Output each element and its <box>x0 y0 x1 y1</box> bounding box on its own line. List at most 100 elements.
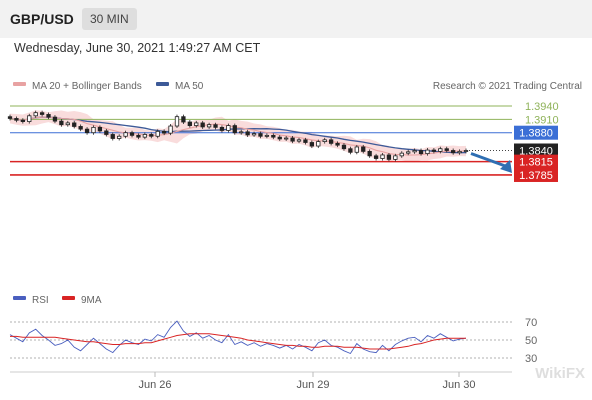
candle-body <box>142 134 148 138</box>
support-label-box <box>514 154 558 169</box>
support-label: 1.3815 <box>519 157 553 169</box>
last_price-label-box <box>514 143 558 158</box>
ma50-legend-label: MA 50 <box>175 81 204 92</box>
candle-body <box>431 149 437 152</box>
candle-body <box>219 126 225 131</box>
candle-body <box>20 119 25 122</box>
candle-body <box>393 155 398 160</box>
candle-body <box>271 134 276 138</box>
candle-body <box>277 136 282 140</box>
instrument-pair: GBP/USD <box>10 11 74 27</box>
rsi-pane: 70 50 30 <box>9 317 537 365</box>
candle-body <box>463 150 469 152</box>
resistance-label: 1.3940 <box>525 101 559 113</box>
candle-body <box>65 122 70 126</box>
rsi-ma-legend-label: 9MA <box>81 295 102 306</box>
candle-body <box>412 150 417 153</box>
candle-body <box>91 126 96 134</box>
candle-body <box>206 124 212 128</box>
candle-body <box>296 139 302 142</box>
rsi-ma-line <box>10 333 466 350</box>
candles-layer <box>7 110 469 162</box>
watermark-logo: WikiFX <box>535 365 585 382</box>
candle-body <box>380 154 385 159</box>
candle-body <box>46 114 51 118</box>
candle-body <box>284 137 289 140</box>
candle-body <box>303 139 308 143</box>
ma20-legend-swatch <box>13 82 26 86</box>
candle-body <box>78 126 83 130</box>
candle-body <box>444 148 449 151</box>
candle-body <box>33 112 38 117</box>
forecast-arrow-layer <box>470 152 512 173</box>
candle-body <box>406 151 411 154</box>
candle-body <box>245 131 250 136</box>
candle-body <box>264 134 270 137</box>
candle-body <box>367 150 372 157</box>
candle-body <box>213 124 218 128</box>
candle-body <box>39 112 45 115</box>
candle-body <box>335 142 340 146</box>
rsi-legend-swatch <box>13 296 26 300</box>
candle-body <box>361 146 366 152</box>
candle-body <box>52 116 58 122</box>
candle-body <box>309 142 315 147</box>
rsi-ma-legend-swatch <box>62 296 75 300</box>
candle-body <box>149 134 154 137</box>
candle-body <box>258 133 263 137</box>
resistance-label: 1.3910 <box>525 114 559 126</box>
candle-body <box>316 141 321 147</box>
rsi-legend-label: RSI <box>32 295 49 306</box>
candle-body <box>181 116 186 123</box>
credit-text: Research © 2021 Trading Central <box>433 81 582 92</box>
last_price-label: 1.3840 <box>519 146 553 158</box>
candle-body <box>7 116 13 119</box>
ma50-line <box>9 116 467 154</box>
candle-body <box>97 126 103 132</box>
pivot-label-box <box>514 125 558 140</box>
candle-body <box>348 148 353 153</box>
x-tick-label: Jun 26 <box>138 379 171 391</box>
moving-averages-layer <box>9 116 467 156</box>
ma20-line <box>9 116 466 156</box>
candle-body <box>341 144 347 150</box>
candle-body <box>232 125 237 134</box>
candle-body <box>110 134 115 139</box>
rsi-level-label: 50 <box>525 335 537 347</box>
candle-body <box>290 137 295 142</box>
rsi-line <box>9 320 467 355</box>
x-axis-ticks: Jun 26 Jun 29 Jun 30 <box>138 372 476 391</box>
header-bar: GBP/USD 30 MIN <box>0 0 592 38</box>
candle-body <box>174 116 180 127</box>
candle-body <box>328 139 334 144</box>
candle-body <box>155 130 160 137</box>
candle-body <box>168 125 173 134</box>
chart-datetime: Wednesday, June 30, 2021 1:49:27 AM CET <box>14 41 261 55</box>
candle-body <box>451 150 456 154</box>
candle-body <box>104 130 109 135</box>
forecast-arrow-shaft <box>470 152 509 169</box>
candle-body <box>373 155 379 159</box>
candle-body <box>187 121 192 126</box>
candle-body <box>84 128 90 134</box>
rsi-level-label: 70 <box>525 317 537 329</box>
candle-body <box>354 146 359 153</box>
candle-body <box>161 130 167 134</box>
candle-body <box>438 148 443 152</box>
candle-body <box>117 135 122 139</box>
support-label-box <box>514 167 558 182</box>
candle-body <box>226 125 231 131</box>
timeframe-badge[interactable]: 30 MIN <box>82 8 137 30</box>
candle-body <box>418 150 424 155</box>
pivot-label: 1.3880 <box>519 128 553 140</box>
candle-body <box>425 149 430 155</box>
candle-body <box>14 118 19 121</box>
ma20-legend-label: MA 20 + Bollinger Bands <box>32 81 142 92</box>
candle-body <box>194 122 199 126</box>
candle-body <box>27 115 32 122</box>
rsi-level-label: 30 <box>525 353 537 365</box>
candle-body <box>59 120 64 126</box>
support-label: 1.3785 <box>519 170 553 182</box>
